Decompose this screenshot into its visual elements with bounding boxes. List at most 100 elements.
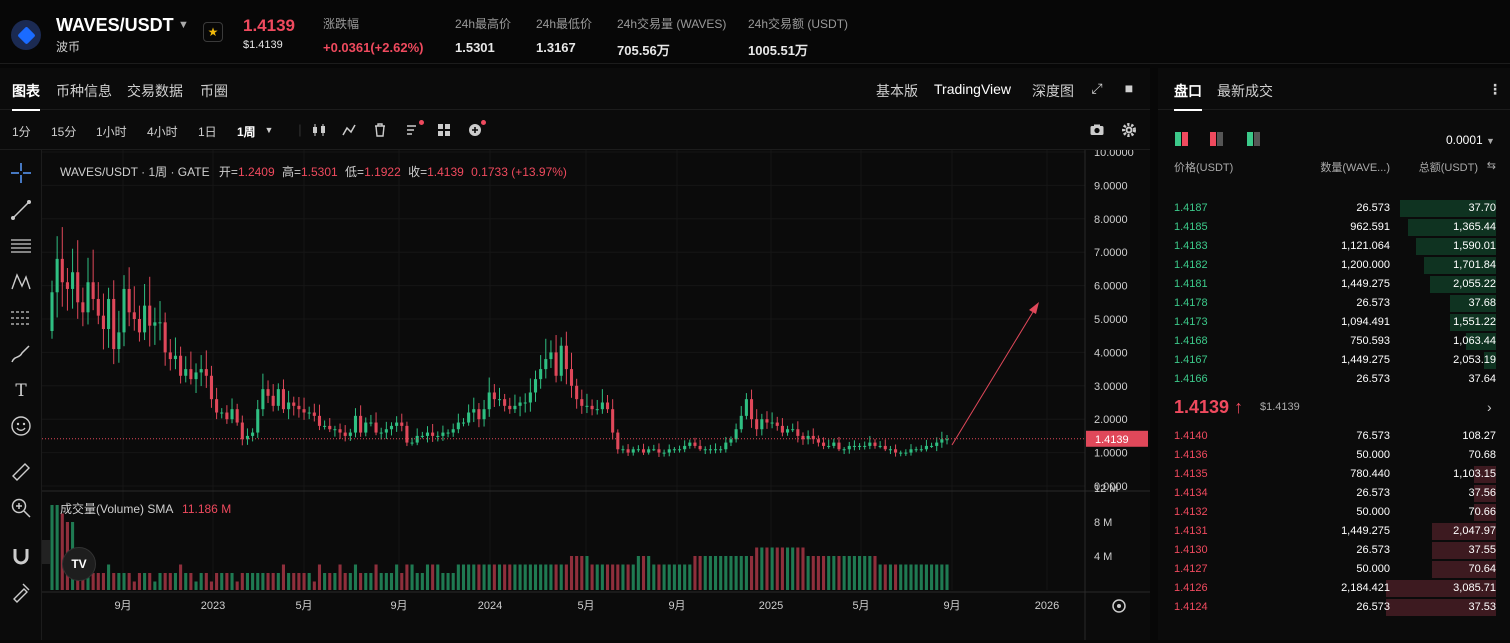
mode-bids-icon[interactable] xyxy=(1247,132,1261,146)
expand-icon[interactable]: ⤢ xyxy=(1091,80,1103,96)
candle-body xyxy=(858,445,862,447)
price-chart-area[interactable]: 10.0000 9.0000 8.0000 7.0000 6.0000 5.0000 4.0… xyxy=(42,147,1150,640)
tab-community[interactable]: 币圈 xyxy=(200,83,228,99)
mode-both-icon[interactable] xyxy=(1175,132,1189,146)
candle-body xyxy=(168,352,172,360)
volume-bar xyxy=(816,556,820,590)
lock-drawing-icon[interactable] xyxy=(9,581,33,605)
ask-row[interactable]: 1.4173 1,094.491 1,551.22 xyxy=(1158,313,1510,332)
last-price-tag-label: 1.4139 xyxy=(1095,434,1129,446)
ask-row[interactable]: 1.4181 1,449.275 2,055.22 xyxy=(1158,275,1510,294)
bid-row[interactable]: 1.4126 2,184.421 3,085.71 xyxy=(1158,579,1510,598)
interval-1h[interactable]: 1小时 xyxy=(96,125,127,139)
precision-select[interactable]: 0.0001 ▼ xyxy=(1446,133,1495,147)
ruler-icon[interactable] xyxy=(9,461,33,485)
templates-icon[interactable] xyxy=(405,120,424,138)
interval-4h[interactable]: 4小时 xyxy=(147,125,178,139)
tab-chart[interactable]: 图表 xyxy=(12,83,40,111)
more-menu-icon[interactable]: ⋮ xyxy=(1488,81,1502,97)
ask-row[interactable]: 1.4167 1,449.275 2,053.19 xyxy=(1158,351,1510,370)
volume-bar xyxy=(940,564,944,590)
pair-selector[interactable]: WAVES/USDT xyxy=(56,15,174,35)
tradingview-logo[interactable]: TV xyxy=(62,547,96,581)
view-basic[interactable]: 基本版 xyxy=(876,83,918,99)
ask-row[interactable]: 1.4187 26.573 37.70 xyxy=(1158,199,1510,218)
volume-bar xyxy=(549,564,553,590)
interval-1d[interactable]: 1日 xyxy=(198,125,217,139)
candle-body xyxy=(395,422,399,426)
layout-grid-icon[interactable] xyxy=(436,122,452,138)
view-tradingview[interactable]: TradingView xyxy=(934,81,1012,97)
mode-asks-icon[interactable] xyxy=(1210,132,1224,146)
volume-bar xyxy=(101,573,105,590)
bid-row[interactable]: 1.4132 50.000 70.66 xyxy=(1158,503,1510,522)
bid-row[interactable]: 1.4140 76.573 108.27 xyxy=(1158,427,1510,446)
favorite-star-icon[interactable]: ★ xyxy=(203,22,223,42)
interval-1m[interactable]: 1分 xyxy=(12,125,31,139)
bid-row[interactable]: 1.4135 780.440 1,103.15 xyxy=(1158,465,1510,484)
trash-icon[interactable] xyxy=(372,122,388,138)
magnet-icon[interactable] xyxy=(9,545,33,569)
volume-bar xyxy=(539,564,543,590)
tab-latest-trades[interactable]: 最新成交 xyxy=(1217,83,1273,99)
tab-trade-data[interactable]: 交易数据 xyxy=(127,83,183,99)
volume-bar xyxy=(775,547,779,590)
camera-icon[interactable] xyxy=(1089,122,1105,138)
volume-bar xyxy=(600,564,604,590)
toggle-icon[interactable]: ⇆ xyxy=(1486,160,1496,172)
emoji-icon[interactable] xyxy=(9,415,33,439)
zoom-in-icon[interactable] xyxy=(9,497,33,521)
crosshair-icon[interactable] xyxy=(9,162,33,186)
gear-icon[interactable] xyxy=(1121,122,1137,138)
bid-row[interactable]: 1.4127 50.000 70.64 xyxy=(1158,560,1510,579)
candle-body xyxy=(389,425,394,430)
horizontal-lines-icon[interactable] xyxy=(9,235,33,259)
pattern-icon[interactable] xyxy=(9,271,33,295)
ask-row[interactable]: 1.4168 750.593 1,063.44 xyxy=(1158,332,1510,351)
volume-bar xyxy=(868,556,872,590)
volume-bar xyxy=(240,573,244,590)
bid-row[interactable]: 1.4124 26.573 37.53 xyxy=(1158,598,1510,617)
tab-orderbook[interactable]: 盘口 xyxy=(1174,83,1202,111)
chevron-down-icon[interactable]: ▼ xyxy=(264,125,274,135)
ask-row[interactable]: 1.4182 1,200.000 1,701.84 xyxy=(1158,256,1510,275)
ask-row[interactable]: 1.4178 26.573 37.68 xyxy=(1158,294,1510,313)
row-price: 1.4181 xyxy=(1174,278,1208,290)
ask-row[interactable]: 1.4185 962.591 1,365.44 xyxy=(1158,218,1510,237)
candle-body xyxy=(379,432,383,434)
indicators-icon[interactable] xyxy=(341,122,357,138)
stat-volume: 24h交易量 (WAVES) 705.56万 xyxy=(617,17,727,58)
legend-low-label: 低= xyxy=(345,165,365,179)
chart-toolbar: 1分 15分 1小时 4小时 1日 1周 ▼ | xyxy=(0,110,1150,150)
ask-row[interactable]: 1.4166 26.573 37.64 xyxy=(1158,370,1510,389)
tab-coin-info[interactable]: 币种信息 xyxy=(56,83,112,99)
row-total: 1,701.84 xyxy=(1453,259,1496,271)
bid-row[interactable]: 1.4136 50.000 70.68 xyxy=(1158,446,1510,465)
ask-row[interactable]: 1.4183 1,121.064 1,590.01 xyxy=(1158,237,1510,256)
interval-1w[interactable]: 1周 xyxy=(237,125,256,139)
volume-bar xyxy=(914,564,918,590)
row-qty: 1,200.000 xyxy=(1341,259,1390,271)
chevron-down-icon[interactable]: ▼ xyxy=(178,19,189,31)
volume-bar xyxy=(770,547,774,590)
fib-icon[interactable] xyxy=(9,307,33,331)
trend-line-icon[interactable] xyxy=(9,199,33,223)
chevron-right-icon[interactable]: › xyxy=(1487,399,1492,415)
volume-bar xyxy=(508,564,512,590)
toolbar-divider: | xyxy=(298,122,302,137)
bid-row[interactable]: 1.4134 26.573 37.56 xyxy=(1158,484,1510,503)
bid-row[interactable]: 1.4130 26.573 37.55 xyxy=(1158,541,1510,560)
volume-bar xyxy=(765,547,769,590)
text-tool-icon[interactable]: T xyxy=(15,381,27,401)
fullscreen-icon[interactable]: ■ xyxy=(1124,80,1134,96)
candle-type-icon[interactable] xyxy=(311,122,327,138)
brush-icon[interactable] xyxy=(9,343,33,367)
view-depth[interactable]: 深度图 xyxy=(1032,83,1074,99)
add-indicator-icon[interactable] xyxy=(467,120,486,138)
candle-body xyxy=(888,449,892,451)
candle-body xyxy=(384,429,388,433)
interval-15m[interactable]: 15分 xyxy=(51,125,77,139)
bid-row[interactable]: 1.4131 1,449.275 2,047.97 xyxy=(1158,522,1510,541)
legend-close-label: 收= xyxy=(408,165,428,179)
volume-bar xyxy=(749,556,754,590)
